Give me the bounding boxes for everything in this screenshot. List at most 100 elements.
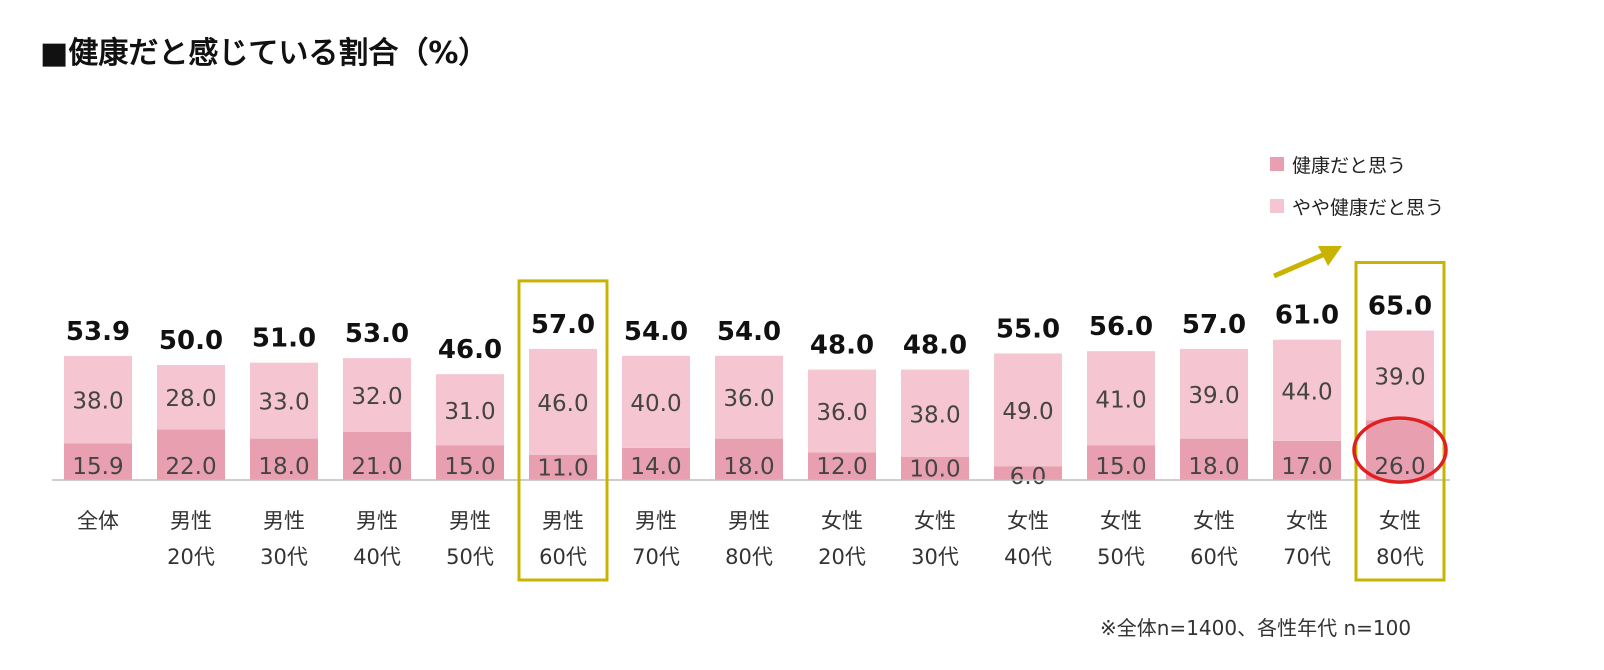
data-label-healthy: 15.9 [72, 454, 123, 480]
bar-healthy [622, 447, 690, 480]
bar-somewhat-healthy [808, 369, 876, 453]
category-label: 40代 [1004, 545, 1052, 569]
highlight-box [1354, 261, 1446, 582]
data-label-healthy: 15.0 [1095, 454, 1146, 480]
bar-somewhat-healthy [994, 353, 1062, 467]
data-label-healthy: 12.0 [816, 454, 867, 480]
total-label: 57.0 [1182, 310, 1246, 340]
legend-item-somewhat-healthy: やや健康だと思う [1270, 192, 1444, 220]
trend-arrow-head [1318, 246, 1342, 266]
category-label: 女性 [1379, 509, 1421, 533]
bar-somewhat-healthy [901, 369, 969, 457]
highlight-box [517, 279, 609, 582]
bar-healthy [64, 443, 132, 480]
category-label: 70代 [632, 545, 680, 569]
category-label: 50代 [446, 545, 494, 569]
category-label: 40代 [353, 545, 401, 569]
bar-healthy [436, 445, 504, 480]
bar-healthy [1180, 438, 1248, 480]
data-label-somewhat-healthy: 36.0 [816, 400, 867, 426]
category-label: 80代 [1376, 545, 1424, 569]
total-label: 51.0 [252, 324, 316, 354]
bar-healthy [343, 431, 411, 480]
category-label: 60代 [539, 545, 587, 569]
bar-healthy [250, 438, 318, 480]
sample-size-note: ※全体n=1400、各性年代 n=100 [1100, 616, 1412, 640]
category-label: 30代 [911, 545, 959, 569]
data-label-healthy: 26.0 [1374, 454, 1425, 480]
data-label-healthy: 22.0 [165, 454, 216, 480]
total-label: 48.0 [810, 331, 874, 361]
category-label: 男性 [170, 509, 212, 533]
category-label: 20代 [167, 545, 215, 569]
legend-swatch-somewhat-healthy [1270, 199, 1284, 213]
data-label-somewhat-healthy: 49.0 [1002, 399, 1053, 425]
category-label: 男性 [542, 509, 584, 533]
category-label: 女性 [1100, 509, 1142, 533]
data-label-somewhat-healthy: 39.0 [1374, 364, 1425, 390]
data-label-somewhat-healthy: 38.0 [72, 389, 123, 415]
bar-healthy [994, 466, 1062, 480]
category-label: 女性 [1007, 509, 1049, 533]
data-label-healthy: 15.0 [444, 454, 495, 480]
data-label-somewhat-healthy: 32.0 [351, 384, 402, 410]
data-label-healthy: 11.0 [537, 455, 588, 481]
total-label: 57.0 [531, 310, 595, 340]
bar-healthy [1087, 445, 1155, 480]
category-label: 女性 [1286, 509, 1328, 533]
data-label-somewhat-healthy: 40.0 [630, 391, 681, 417]
bar-somewhat-healthy [622, 355, 690, 448]
total-label: 48.0 [903, 331, 967, 361]
total-label: 54.0 [717, 317, 781, 347]
bar-healthy [715, 438, 783, 480]
data-label-somewhat-healthy: 33.0 [258, 390, 309, 416]
bar-healthy [901, 457, 969, 480]
legend-label-somewhat-healthy: やや健康だと思う [1292, 196, 1445, 219]
category-label: 男性 [635, 509, 677, 533]
category-label: 60代 [1190, 545, 1238, 569]
data-label-healthy: 18.0 [1188, 454, 1239, 480]
total-label: 56.0 [1089, 312, 1153, 342]
total-label: 53.0 [345, 319, 409, 349]
legend: 健康だと思う やや健康だと思う [1270, 150, 1444, 234]
data-label-somewhat-healthy: 28.0 [165, 386, 216, 412]
total-label: 61.0 [1275, 301, 1339, 331]
category-label: 女性 [1193, 509, 1235, 533]
legend-swatch-healthy [1270, 157, 1284, 171]
bar-healthy [808, 452, 876, 480]
category-label: 20代 [818, 545, 866, 569]
data-label-healthy: 18.0 [258, 454, 309, 480]
bar-healthy [529, 454, 597, 480]
trend-arrow [1273, 251, 1326, 279]
category-label: 男性 [449, 509, 491, 533]
legend-item-healthy: 健康だと思う [1270, 150, 1444, 178]
bar-somewhat-healthy [436, 374, 504, 446]
data-label-somewhat-healthy: 39.0 [1188, 383, 1239, 409]
total-label: 55.0 [996, 315, 1060, 345]
total-label: 65.0 [1368, 292, 1432, 322]
data-label-somewhat-healthy: 38.0 [909, 402, 960, 428]
bar-somewhat-healthy [1366, 330, 1434, 421]
category-label: 70代 [1283, 545, 1331, 569]
category-label: 女性 [914, 509, 956, 533]
category-label: 男性 [728, 509, 770, 533]
data-label-somewhat-healthy: 44.0 [1281, 379, 1332, 405]
bar-somewhat-healthy [1273, 339, 1341, 441]
category-label: 50代 [1097, 545, 1145, 569]
legend-label-healthy: 健康だと思う [1292, 154, 1407, 177]
category-label: 全体 [77, 509, 119, 533]
data-label-somewhat-healthy: 41.0 [1095, 387, 1146, 413]
page-title: ■健康だと感じている割合（%） [40, 36, 489, 71]
data-label-somewhat-healthy: 46.0 [537, 391, 588, 417]
data-label-healthy: 14.0 [630, 454, 681, 480]
highlight-circle [1352, 416, 1448, 484]
data-label-healthy: 17.0 [1281, 454, 1332, 480]
category-label: 80代 [725, 545, 773, 569]
bar-somewhat-healthy [64, 356, 132, 444]
category-label: 男性 [356, 509, 398, 533]
data-label-healthy: 21.0 [351, 454, 402, 480]
data-label-healthy: 6.0 [1010, 464, 1047, 490]
bar-somewhat-healthy [715, 355, 783, 439]
bar-healthy [1273, 440, 1341, 480]
